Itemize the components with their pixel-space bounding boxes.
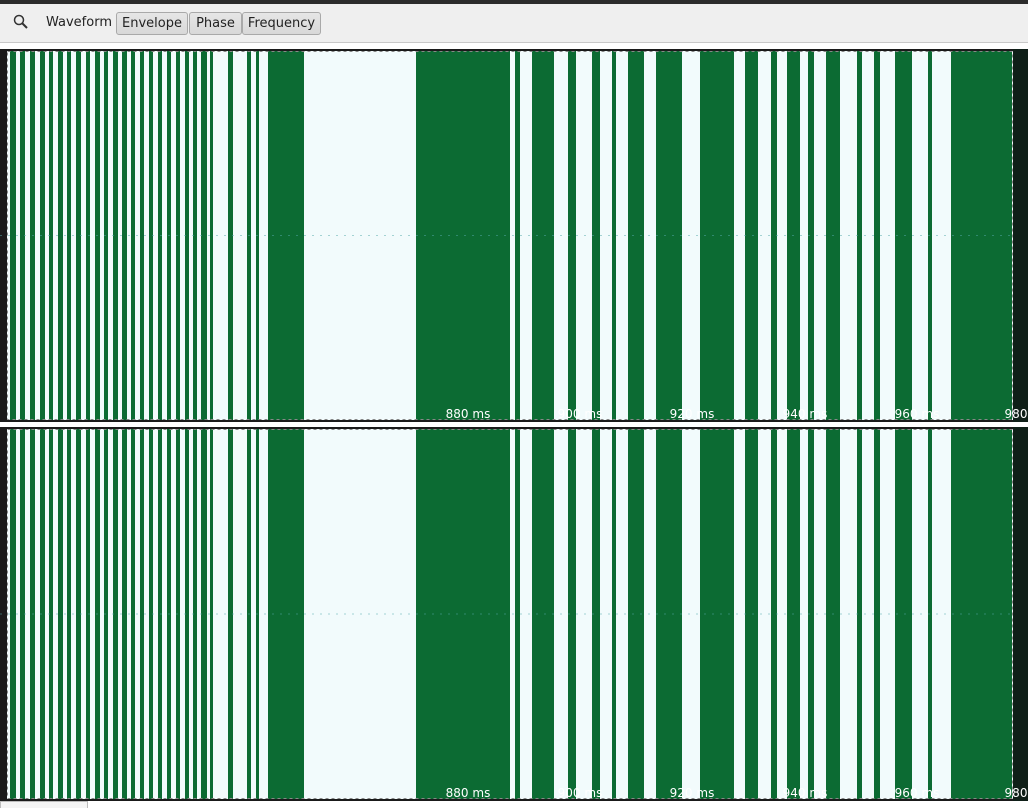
waveform-stripe — [76, 429, 81, 799]
waveform-stripe — [416, 429, 510, 799]
waveform-stripe — [40, 51, 45, 420]
waveform-stripe — [20, 51, 25, 420]
time-label: 940 ms — [783, 407, 828, 421]
waveform-stripe — [857, 51, 862, 420]
waveform-stripe — [895, 429, 912, 799]
waveform-stripe — [656, 51, 682, 420]
waveform-stripe — [149, 51, 153, 420]
waveform-stripe — [10, 429, 16, 799]
waveform-stripe — [568, 51, 576, 420]
waveform-stripe — [612, 429, 616, 799]
waveform-stripe — [185, 429, 189, 799]
window-edge — [0, 0, 1028, 4]
waveform-stripe — [10, 51, 16, 420]
waveform-stripe — [113, 429, 118, 799]
waveform-stripe — [140, 51, 144, 420]
time-label: 900 ms — [558, 786, 603, 800]
waveform-stripe — [808, 429, 814, 799]
time-label: 880 ms — [446, 786, 491, 800]
waveform-stripe — [131, 51, 135, 420]
waveform-stripe — [67, 51, 71, 420]
waveform-stripe — [149, 429, 153, 799]
waveform-stripe — [515, 51, 520, 420]
waveform-stripe — [122, 51, 127, 420]
waveform-stripe — [592, 51, 600, 420]
waveform-stripe — [612, 51, 616, 420]
waveform-stripe — [131, 429, 135, 799]
waveform-stripe — [193, 51, 197, 420]
waveform-stripe — [568, 429, 576, 799]
time-label: 980 — [1005, 786, 1028, 800]
waveform-stripe — [67, 429, 71, 799]
toolbar: Waveform Envelope Phase Frequency — [0, 4, 1028, 43]
waveform-stripe — [592, 429, 600, 799]
bottom-tab[interactable] — [0, 801, 88, 808]
time-label: 960 ms — [895, 407, 940, 421]
right-margin — [1013, 427, 1028, 801]
waveform-stripe — [210, 51, 213, 420]
waveform-stripe — [122, 429, 127, 799]
waveform-stripe — [532, 51, 554, 420]
waveform-stripe — [140, 429, 144, 799]
waveform-stripe — [185, 51, 189, 420]
time-label: 880 ms — [446, 407, 491, 421]
time-label: 900 ms — [558, 407, 603, 421]
selection-frame — [7, 429, 1013, 799]
waveform-stripe — [113, 51, 118, 420]
view-label: Waveform — [46, 15, 112, 30]
phase-button[interactable]: Phase — [189, 12, 242, 35]
waveform-stripe — [628, 429, 644, 799]
waveform-stripe — [201, 51, 207, 420]
waveform-stripe — [58, 51, 63, 420]
waveform-stripe — [515, 429, 520, 799]
waveform-stripe — [857, 429, 862, 799]
waveform-stripe — [210, 429, 213, 799]
right-margin — [1013, 49, 1028, 422]
selection-frame — [7, 51, 1013, 420]
envelope-button[interactable]: Envelope — [116, 12, 188, 35]
waveform-stripe — [20, 429, 25, 799]
time-label: 920 ms — [670, 407, 715, 421]
time-label: 940 ms — [783, 786, 828, 800]
waveform-stripe — [58, 429, 63, 799]
waveform-stripe — [193, 429, 197, 799]
time-label: 980 — [1005, 407, 1028, 421]
waveform-view: 880 ms 900 ms 920 ms 940 ms 960 ms 980 880 ms 9… — [0, 49, 1028, 801]
waveform-stripe — [201, 429, 207, 799]
waveform-stripe — [228, 429, 233, 799]
waveform-stripe — [40, 429, 45, 799]
waveform-stripe — [745, 51, 758, 420]
waveform-stripe — [228, 51, 233, 420]
zoom-icon[interactable] — [13, 14, 29, 30]
waveform-stripe — [628, 51, 644, 420]
waveform-stripe — [76, 51, 81, 420]
waveform-stripe — [745, 429, 758, 799]
waveform-stripe — [771, 429, 777, 799]
waveform-stripe — [895, 51, 912, 420]
waveform-stripe — [49, 51, 53, 420]
waveform-stripe — [808, 51, 814, 420]
waveform-stripe — [874, 429, 880, 799]
time-label: 960 ms — [895, 786, 940, 800]
time-label: 920 ms — [670, 786, 715, 800]
waveform-stripe — [532, 429, 554, 799]
waveform-stripe — [874, 51, 880, 420]
frequency-button[interactable]: Frequency — [242, 12, 321, 35]
waveform-stripe — [771, 51, 777, 420]
waveform-stripe — [416, 51, 510, 420]
waveform-stripe — [656, 429, 682, 799]
waveform-stripe — [49, 429, 53, 799]
